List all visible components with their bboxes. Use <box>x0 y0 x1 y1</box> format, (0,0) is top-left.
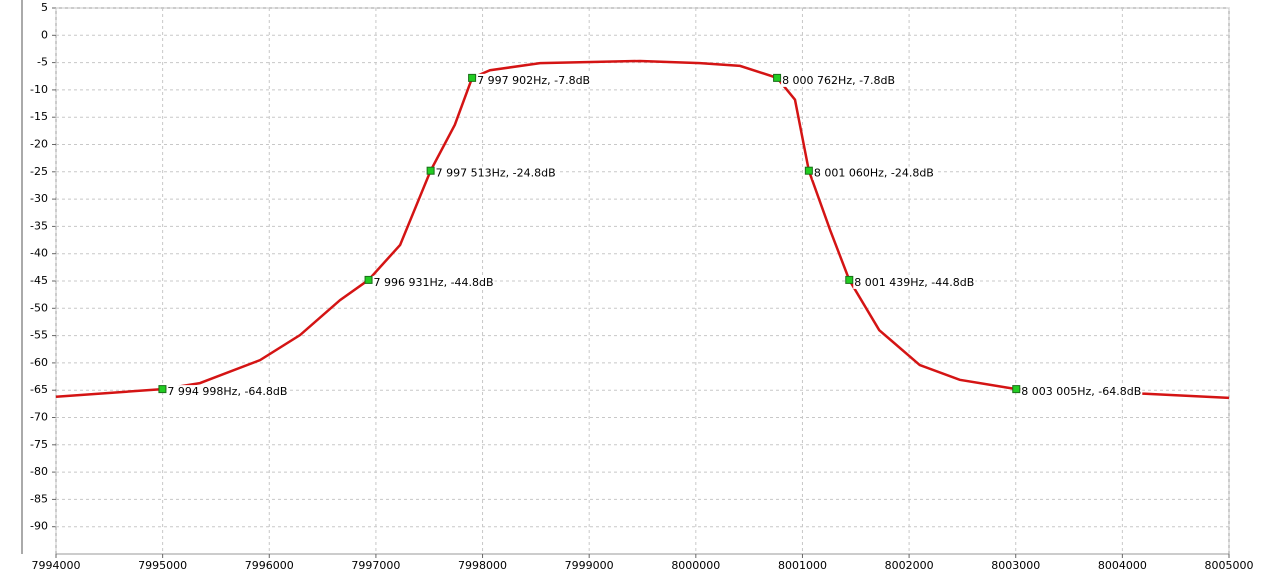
y-tick-label: -55 <box>30 329 48 342</box>
marker <box>773 73 782 82</box>
marker-label: 8 001 439Hz, -44.8dB <box>854 276 974 289</box>
x-tick-label: 8002000 <box>885 559 934 572</box>
marker-label: 7 997 513Hz, -24.8dB <box>436 167 556 180</box>
x-tick-label: 7998000 <box>458 559 507 572</box>
plot-area <box>55 7 1230 555</box>
marker-label-bg <box>812 166 935 180</box>
marker <box>804 166 813 175</box>
y-tick-label: 5 <box>41 1 48 14</box>
marker-label: 7 997 902Hz, -7.8dB <box>477 74 590 87</box>
marker-label-bg <box>1020 385 1143 399</box>
marker-label: 8 003 005Hz, -64.8dB <box>1021 385 1141 398</box>
marker <box>845 275 854 284</box>
y-tick-label: -70 <box>30 411 48 424</box>
x-tick-label: 7995000 <box>138 559 187 572</box>
marker-label-bg <box>476 73 592 87</box>
y-tick-label: -15 <box>30 110 48 123</box>
marker-label-bg <box>853 275 976 289</box>
marker-label: 8 001 060Hz, -24.8dB <box>814 167 934 180</box>
y-tick-label: -25 <box>30 165 48 178</box>
y-tick-label: -50 <box>30 301 48 314</box>
marker <box>426 166 435 175</box>
marker-label-bg <box>372 275 495 289</box>
y-tick-label: -80 <box>30 465 48 478</box>
marker <box>364 275 373 284</box>
x-tick-label: 8001000 <box>778 559 827 572</box>
marker-label: 7 996 931Hz, -44.8dB <box>374 276 494 289</box>
y-tick-label: -5 <box>37 56 48 69</box>
y-tick-label: -45 <box>30 274 48 287</box>
marker <box>1012 385 1021 394</box>
y-tick-label: -60 <box>30 356 48 369</box>
x-tick-label: 8003000 <box>991 559 1040 572</box>
marker <box>468 73 477 82</box>
marker-label: 7 994 998Hz, -64.8dB <box>167 385 287 398</box>
y-tick-label: -85 <box>30 492 48 505</box>
marker-label: 8 000 762Hz, -7.8dB <box>782 74 895 87</box>
x-tick-label: 7994000 <box>32 559 81 572</box>
y-tick-label: -90 <box>30 520 48 533</box>
x-tick-label: 8000000 <box>671 559 720 572</box>
y-tick-label: -75 <box>30 438 48 451</box>
y-tick-label: -40 <box>30 247 48 260</box>
y-tick-label: -20 <box>30 138 48 151</box>
x-tick-label: 7996000 <box>245 559 294 572</box>
x-tick-label: 7999000 <box>565 559 614 572</box>
y-tick-label: -35 <box>30 219 48 232</box>
x-tick-label: 8005000 <box>1205 559 1254 572</box>
marker-label-bg <box>166 385 289 399</box>
y-tick-label: -65 <box>30 383 48 396</box>
y-tick-label: -10 <box>30 83 48 96</box>
marker-label-bg <box>781 73 897 87</box>
x-tick-label: 7997000 <box>351 559 400 572</box>
marker <box>158 385 167 394</box>
marker-label-bg <box>434 166 557 180</box>
x-tick-label: 8004000 <box>1098 559 1147 572</box>
line <box>55 59 1230 400</box>
y-tick-label: 0 <box>41 28 48 41</box>
y-tick-label: -30 <box>30 192 48 205</box>
